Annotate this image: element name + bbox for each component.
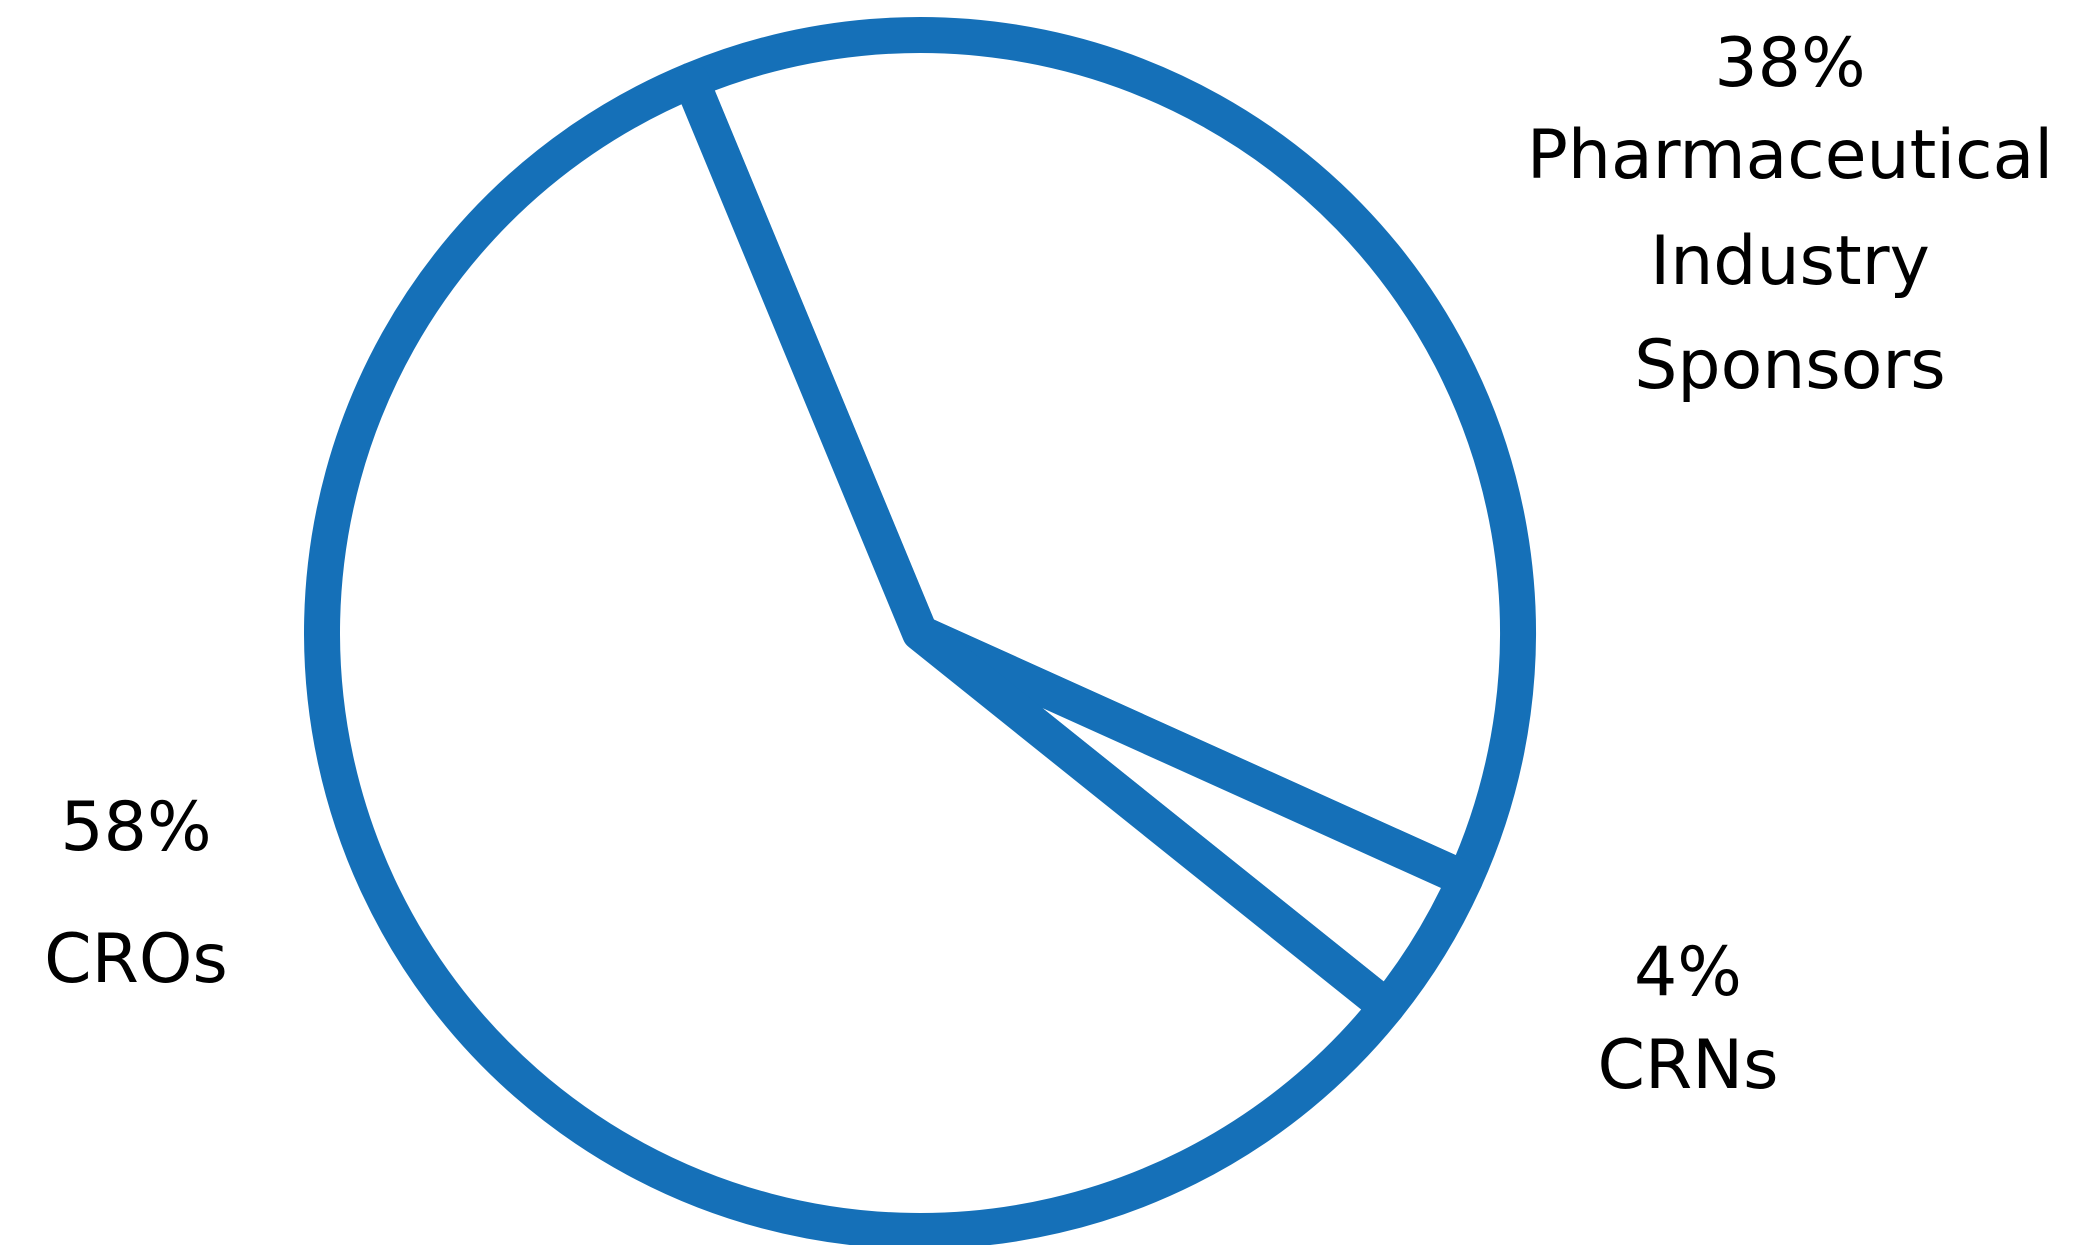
slice-label-pharmaceutical: 38% Pharmaceutical Industry Sponsors xyxy=(1527,24,2053,405)
slice-value-label: 58% xyxy=(60,788,211,867)
pie-slices xyxy=(304,17,1536,1245)
slice-name-label: Industry xyxy=(1650,222,1930,301)
slice-value-label: 4% xyxy=(1634,933,1742,1012)
slice-value-label: 38% xyxy=(1714,24,1865,103)
pie-slice xyxy=(673,17,1536,898)
slice-label-cros: 58% CROs xyxy=(44,788,228,999)
slice-name-label: CRNs xyxy=(1597,1026,1778,1105)
slice-name-label: Pharmaceutical xyxy=(1527,116,2053,195)
slice-label-crns: 4% CRNs xyxy=(1597,933,1778,1105)
slice-name-label: Sponsors xyxy=(1634,326,1945,405)
pie-slice xyxy=(304,62,1405,1245)
slice-name-label: CROs xyxy=(44,920,228,999)
